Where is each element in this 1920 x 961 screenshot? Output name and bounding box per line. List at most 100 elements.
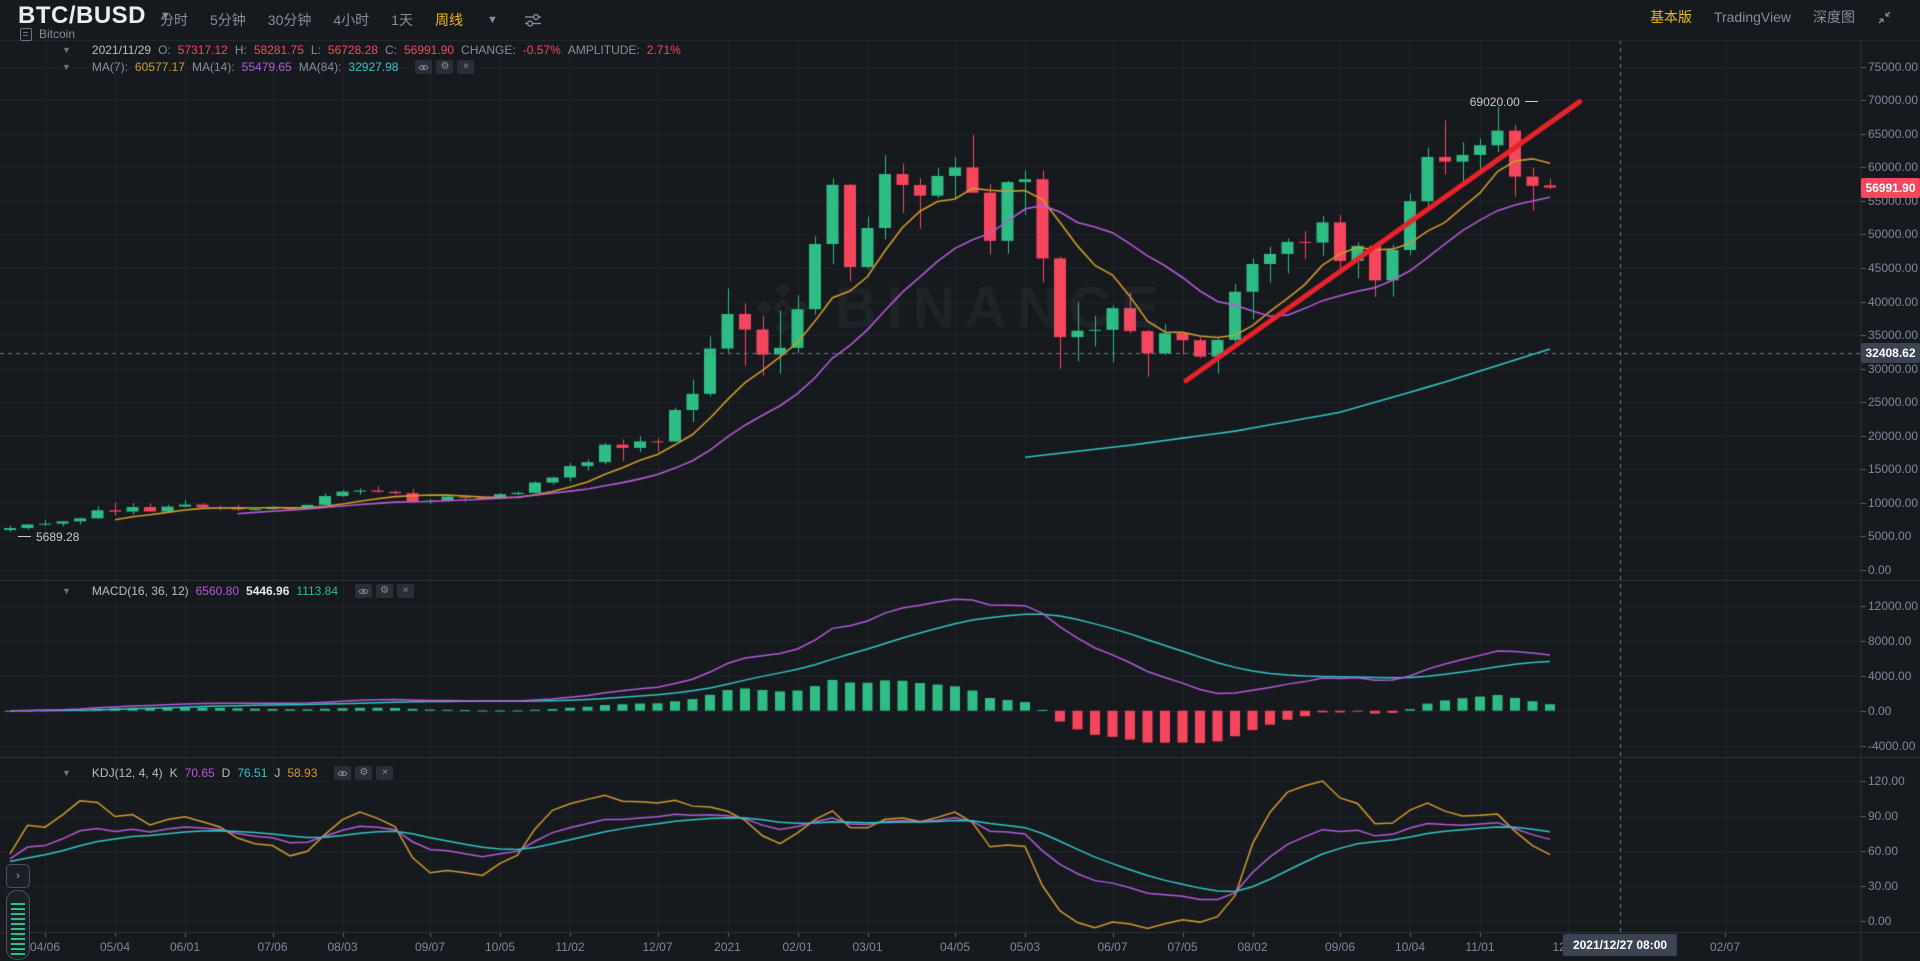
asset-icon	[20, 27, 32, 41]
pane-expander-button[interactable]: ›	[6, 864, 30, 888]
ohlc-date: 2021/11/29	[91, 43, 152, 57]
low-value: 56728.28	[327, 43, 378, 57]
eye-icon[interactable]	[415, 60, 433, 74]
open-label: O:	[158, 43, 171, 57]
indicator-settings-icon[interactable]	[524, 12, 542, 28]
x-tick-label: 09/06	[1324, 940, 1356, 954]
asset-name: Bitcoin	[39, 27, 76, 41]
ma14-value: 55479.65	[241, 60, 292, 74]
eye-icon[interactable]	[355, 584, 373, 598]
x-tick-label: 07/05	[1167, 940, 1198, 954]
x-tick-label: 04/05	[939, 940, 971, 954]
macd-dif-value: 6560.80	[195, 584, 240, 598]
binance-watermark: BINANCE	[751, 275, 1169, 342]
price-tick-label: 10000.00	[1868, 495, 1919, 510]
x-tick-label: 05/03	[1009, 940, 1041, 954]
gear-icon[interactable]: ⚙	[436, 60, 454, 74]
collapse-caret-icon[interactable]: ▼	[62, 45, 71, 55]
x-tick-label: 07/06	[257, 940, 288, 954]
price-tick-label: 4000.00	[1868, 668, 1912, 683]
close-label: C:	[384, 43, 397, 57]
amplitude-value: 2.71%	[646, 43, 681, 57]
crosshair-time-badge: 2021/12/27 08:00	[1562, 934, 1678, 956]
x-tick-label: 09/07	[414, 940, 446, 954]
interval-tab-4小时[interactable]: 4小时	[333, 12, 370, 28]
k-value: 70.65	[184, 766, 215, 780]
view-tab-TradingView[interactable]: TradingView	[1713, 9, 1791, 25]
interval-more-chevron-icon[interactable]: ▼	[486, 14, 498, 26]
symbol-title: BTC/BUSD	[18, 2, 146, 29]
x-tick-label: 08/03	[327, 940, 358, 954]
interval-tab-周线[interactable]: 周线	[434, 12, 463, 28]
zoom-gauge-fill	[11, 903, 25, 955]
x-tick-label: 02/01	[782, 940, 813, 954]
low-label: L:	[310, 43, 321, 57]
interval-tab-分时[interactable]: 分时	[160, 12, 188, 28]
top-bar: BTC/BUSD ▼ Bitcoin 分时 5分钟 30分钟 4小时 1天 周线 ▼ 基本…	[0, 0, 1920, 41]
price-tick-label: 5000.00	[1868, 529, 1912, 544]
kdj-indicator-controls: ⚙ ×	[334, 766, 394, 780]
ma7-value: 60577.17	[134, 60, 185, 74]
macd-dea-value: 5446.96	[246, 584, 290, 598]
close-icon[interactable]: ×	[397, 584, 415, 598]
price-tick-label: 50000.00	[1868, 227, 1919, 242]
ma14-label: MA(14):	[191, 60, 235, 74]
view-tab-深度图[interactable]: 深度图	[1813, 9, 1855, 25]
price-tick-label: 30.00	[1868, 878, 1899, 893]
price-tick-label: 0.00	[1868, 563, 1892, 577]
last-price-badge: 56991.90	[1861, 177, 1920, 198]
x-tick-label: 08/02	[1237, 940, 1268, 954]
x-tick-label: 03/01	[852, 940, 883, 954]
x-tick-label: 06/07	[1097, 940, 1128, 954]
x-tick-label: 10/04	[1394, 940, 1426, 954]
ma-legend-row: ▼ MA(7): 60577.17 MA(14): 55479.65 MA(84…	[62, 60, 475, 74]
ohlc-legend-row: ▼ 2021/11/29 O: 57317.12 H: 58281.75 L: …	[62, 43, 681, 57]
j-value: 58.93	[287, 766, 318, 780]
gear-icon[interactable]: ⚙	[355, 766, 373, 780]
eye-icon[interactable]	[334, 766, 352, 780]
macd-indicator-controls: ⚙ ×	[355, 584, 415, 598]
binance-logo-icon	[756, 281, 810, 335]
price-tick-label: 12000.00	[1868, 598, 1919, 613]
x-tick-label: 04/06	[29, 940, 61, 954]
change-label: CHANGE:	[461, 43, 516, 57]
collapse-icon[interactable]	[1877, 10, 1892, 25]
macd-hist-value: 1113.84	[296, 584, 339, 598]
kdj-legend-row: ▼ KDJ(12, 4, 4) K 70.65 D 76.51 J 58.93 …	[62, 766, 394, 780]
kdj-label: KDJ(12, 4, 4)	[91, 766, 163, 780]
price-tick-label: 120.00	[1868, 773, 1905, 788]
ma7-label: MA(7):	[91, 60, 128, 74]
high-value: 58281.75	[253, 43, 304, 57]
close-icon[interactable]: ×	[457, 60, 475, 74]
interval-tab-1天[interactable]: 1天	[391, 12, 413, 28]
interval-tab-30分钟[interactable]: 30分钟	[267, 12, 312, 28]
price-tick-label: 0.00	[1868, 703, 1892, 718]
zoom-gauge[interactable]	[6, 890, 30, 960]
price-tick-label: 0.00	[1868, 913, 1892, 928]
collapse-caret-icon[interactable]: ▼	[62, 62, 71, 72]
k-label: K	[169, 766, 178, 780]
low-price-annotation: 5689.28	[18, 530, 79, 544]
change-value: -0.57%	[522, 43, 561, 57]
price-tick-label: 35000.00	[1868, 328, 1919, 343]
ma84-label: MA(84):	[298, 60, 342, 74]
price-tick-label: 70000.00	[1868, 93, 1919, 108]
price-tick-label: 90.00	[1868, 808, 1899, 823]
price-tick-label: 8000.00	[1868, 633, 1912, 648]
price-tick-label: 40000.00	[1868, 294, 1919, 309]
price-tick-label: 60000.00	[1868, 160, 1919, 175]
price-tick-label: 45000.00	[1868, 261, 1919, 276]
gear-icon[interactable]: ⚙	[376, 584, 394, 598]
interval-tab-5分钟[interactable]: 5分钟	[210, 12, 246, 28]
collapse-caret-icon[interactable]: ▼	[62, 586, 71, 596]
view-tab-基本版[interactable]: 基本版	[1649, 9, 1692, 25]
price-tick-label: 25000.00	[1868, 395, 1919, 410]
collapse-caret-icon[interactable]: ▼	[62, 768, 71, 778]
symbol-chevron-down-icon[interactable]: ▼	[160, 10, 171, 22]
high-price-annotation: 69020.00	[1470, 95, 1538, 109]
close-icon[interactable]: ×	[376, 766, 394, 780]
x-tick-label: 11/02	[555, 940, 585, 954]
x-tick-label: 2021	[714, 940, 741, 954]
